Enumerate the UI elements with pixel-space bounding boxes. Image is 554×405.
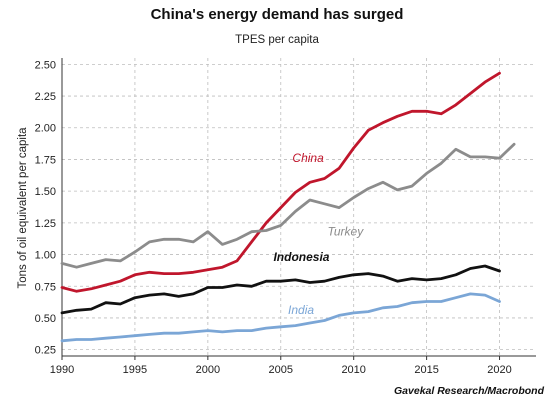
x-tick-label: 2020: [487, 364, 511, 376]
y-tick-label: 2.25: [35, 91, 56, 103]
series-line-china: [60, 71, 501, 293]
x-tick-label: 2015: [414, 364, 438, 376]
x-tick-label: 1995: [123, 364, 147, 376]
y-tick-label: 2.00: [35, 123, 56, 135]
chart-title: China's energy demand has surged: [150, 6, 404, 23]
series-label-china: China: [292, 151, 324, 165]
x-tick-label: 2010: [341, 364, 365, 376]
source-credit: Gavekal Research/Macrobond: [394, 385, 544, 397]
y-tick-label: 1.00: [35, 250, 56, 262]
series-label-india: India: [288, 303, 314, 317]
x-tick-label: 2005: [269, 364, 293, 376]
series-label-turkey: Turkey: [327, 225, 364, 239]
y-tick-label: 1.50: [35, 186, 56, 198]
y-tick-label: 0.75: [35, 281, 56, 293]
y-tick-label: 0.25: [35, 345, 56, 357]
series-lines: [60, 71, 516, 343]
series-line-india: [60, 292, 501, 343]
chart-subtitle: TPES per capita: [235, 34, 319, 46]
y-tick-label: 1.75: [35, 154, 56, 166]
series-labels: China Turkey Indonesia India: [273, 151, 364, 317]
series-label-indonesia: Indonesia: [273, 250, 329, 264]
axes: 0.25 0.50 0.75 1.00 1.25 1.50 1.75 2.00 2.25 2.50…: [35, 58, 536, 376]
x-tick-label: 1990: [50, 364, 74, 376]
y-tick-label: 2.50: [35, 59, 56, 71]
x-tick-label: 2000: [196, 364, 220, 376]
y-axis-label: Tons of oil equivalent per capita: [17, 127, 29, 289]
series-line-turkey: [60, 142, 516, 269]
y-tick-label: 0.50: [35, 313, 56, 325]
y-tick-label: 1.25: [35, 218, 56, 230]
series-line-indonesia: [60, 264, 501, 315]
